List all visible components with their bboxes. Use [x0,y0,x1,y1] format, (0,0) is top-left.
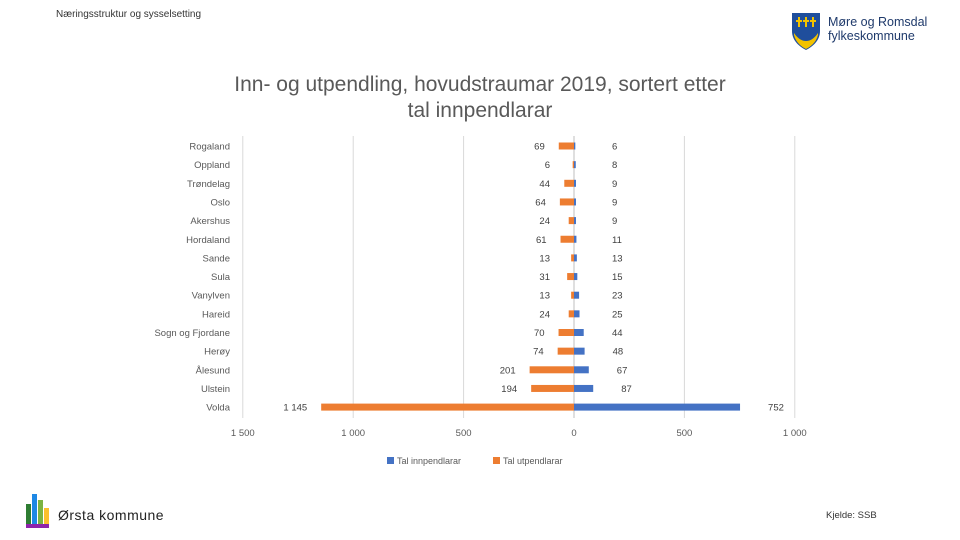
data-label-innpendlarar: 752 [768,403,784,414]
bar-innpendlarar [574,161,576,169]
bar-utpendlarar [564,179,574,187]
legend-swatch-utpendlarar [493,457,500,464]
data-label-innpendlarar: 8 [612,160,617,171]
category-label: Ålesund [196,365,230,376]
data-label-utpendlarar: 24 [539,216,550,227]
bar-innpendlarar [574,179,576,187]
category-label: Hordaland [186,235,230,246]
legend-label-utpendlarar: Tal utpendlarar [503,456,563,466]
bar-utpendlarar [558,142,574,150]
category-label: Oppland [194,160,230,171]
orsta-logo-icon [26,494,49,528]
data-label-innpendlarar: 9 [612,179,617,190]
x-tick-label: 0 [571,428,576,439]
bar-utpendlarar [568,217,574,225]
coat-of-arms-icon [792,13,820,50]
data-label-innpendlarar: 23 [612,291,623,302]
data-label-utpendlarar: 13 [539,253,550,264]
bar-utpendlarar [529,366,574,374]
chart-title-line-2: tal innpendlarar [407,99,553,122]
bar-utpendlarar [557,347,574,355]
bar-utpendlarar [571,254,574,262]
bar-utpendlarar [531,384,574,392]
bar-innpendlarar [574,329,584,336]
chart-title: Inn- og utpendling, hovudstraumar 2019, … [180,72,780,124]
data-label-utpendlarar: 194 [501,384,517,395]
fylkeskommune-logo: Møre og Romsdal fylkeskommune [790,11,940,55]
category-label: Volda [206,403,230,414]
data-label-innpendlarar: 67 [617,365,628,376]
x-tick-label: 1 500 [231,428,255,439]
legend-swatch-innpendlarar [387,457,394,464]
bar-utpendlarar [571,291,574,299]
category-label: Sogn og Fjordane [154,328,230,339]
bar-utpendlarar [321,403,574,411]
data-label-utpendlarar: 61 [536,235,547,246]
category-label: Vanylven [192,291,230,302]
bar-utpendlarar [572,161,574,169]
category-label: Rogaland [189,142,230,153]
data-label-utpendlarar: 201 [500,365,516,376]
x-tick-label: 1 000 [783,428,807,439]
bar-innpendlarar [574,310,580,318]
bar-utpendlarar [558,329,574,336]
x-tick-label: 500 [676,428,692,439]
bar-innpendlarar [574,384,594,392]
bar-innpendlarar [574,217,576,225]
bar-utpendlarar [567,273,574,281]
section-header: Næringsstruktur og sysselsetting [56,9,202,20]
logo-line-2: fylkeskommune [828,29,915,43]
bar-innpendlarar [574,198,576,206]
legend-label-innpendlarar: Tal innpendlarar [397,456,461,466]
source-label: Kjelde: SSB [826,510,877,521]
chart-title-line-1: Inn- og utpendling, hovudstraumar 2019, … [234,73,726,96]
data-label-innpendlarar: 87 [621,384,632,395]
data-label-utpendlarar: 1 145 [283,403,307,414]
data-label-innpendlarar: 9 [612,216,617,227]
category-label: Oslo [210,197,230,208]
bar-utpendlarar [559,198,574,206]
x-tick-label: 1 000 [341,428,365,439]
category-label: Sande [203,253,230,264]
bar-innpendlarar [574,347,585,355]
data-label-utpendlarar: 6 [545,160,550,171]
data-label-innpendlarar: 13 [612,253,623,264]
logo-line-1: Møre og Romsdal [828,15,928,29]
bar-utpendlarar [560,235,574,243]
category-label: Trøndelag [187,179,230,190]
bar-innpendlarar [574,235,577,243]
data-label-utpendlarar: 44 [539,179,550,190]
category-label: Sula [211,272,231,283]
category-label: Akershus [190,216,230,227]
bar-innpendlarar [574,273,578,281]
data-label-innpendlarar: 15 [612,272,623,283]
bar-innpendlarar [574,142,576,150]
bar-innpendlarar [574,366,589,374]
bar-innpendlarar [574,403,741,411]
data-label-innpendlarar: 6 [612,142,617,153]
data-label-innpendlarar: 25 [612,309,623,320]
data-label-innpendlarar: 44 [612,328,623,339]
bar-innpendlarar [574,254,577,262]
bar-innpendlarar [574,291,580,299]
x-tick-label: 500 [456,428,472,439]
data-label-utpendlarar: 31 [539,272,550,283]
data-label-utpendlarar: 13 [539,291,550,302]
data-label-utpendlarar: 64 [535,197,546,208]
bar-utpendlarar [568,310,574,318]
data-label-utpendlarar: 24 [539,309,550,320]
data-label-innpendlarar: 48 [613,347,624,358]
category-label: Hareid [202,309,230,320]
category-label: Ulstein [201,384,230,395]
data-label-utpendlarar: 69 [534,142,545,153]
data-label-innpendlarar: 11 [612,235,622,246]
category-label: Herøy [204,347,230,358]
data-label-utpendlarar: 70 [534,328,545,339]
data-label-utpendlarar: 74 [533,347,544,358]
municipality-name: Ørsta kommune [58,507,165,523]
data-label-innpendlarar: 9 [612,197,617,208]
